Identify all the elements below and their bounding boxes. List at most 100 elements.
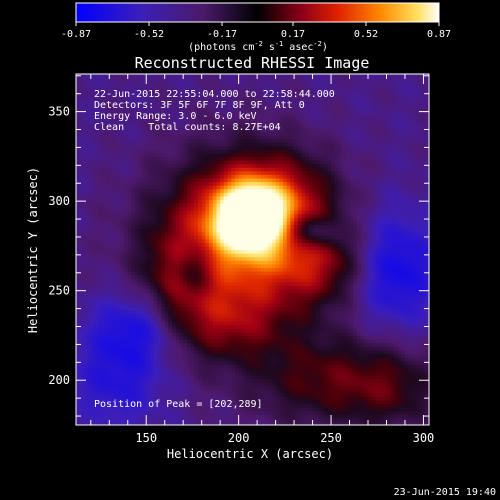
image-pixel xyxy=(209,356,214,362)
image-pixel xyxy=(131,364,136,369)
image-pixel xyxy=(231,285,236,290)
image-pixel xyxy=(124,410,129,415)
image-pixel xyxy=(153,346,158,351)
image-pixel xyxy=(127,296,133,301)
image-pixel xyxy=(319,270,325,276)
image-pixel xyxy=(375,278,380,283)
image-pixel xyxy=(105,342,110,347)
image-pixel xyxy=(282,296,288,301)
image-pixel xyxy=(290,356,295,362)
image-pixel xyxy=(290,256,295,261)
image-pixel xyxy=(297,249,303,254)
image-pixel xyxy=(212,303,218,308)
image-pixel xyxy=(234,414,240,419)
image-pixel xyxy=(153,317,158,322)
image-pixel xyxy=(356,349,362,354)
image-pixel xyxy=(253,313,258,319)
image-pixel xyxy=(90,342,96,347)
image-pixel xyxy=(331,249,336,254)
image-pixel xyxy=(238,317,243,322)
image-pixel xyxy=(87,417,92,423)
image-pixel xyxy=(404,331,410,337)
image-pixel xyxy=(87,421,92,425)
image-pixel xyxy=(223,317,229,322)
image-pixel xyxy=(253,396,258,401)
image-pixel xyxy=(87,389,92,394)
image-pixel xyxy=(386,396,391,401)
image-pixel xyxy=(301,260,306,265)
image-pixel xyxy=(172,313,177,319)
image-pixel xyxy=(209,292,214,297)
image-pixel xyxy=(168,253,173,258)
image-pixel xyxy=(423,274,428,279)
image-pixel xyxy=(371,356,377,362)
image-pixel xyxy=(146,382,151,387)
image-pixel xyxy=(401,256,406,261)
image-pixel xyxy=(308,410,314,415)
image-pixel xyxy=(186,410,192,415)
image-pixel xyxy=(146,306,151,311)
image-pixel xyxy=(205,292,210,297)
image-pixel xyxy=(334,342,340,347)
image-pixel xyxy=(242,385,247,390)
image-pixel xyxy=(186,407,192,412)
image-pixel xyxy=(98,407,103,412)
image-pixel xyxy=(172,328,177,333)
image-pixel xyxy=(308,360,314,365)
image-pixel xyxy=(183,317,188,322)
image-pixel xyxy=(142,303,147,308)
image-pixel xyxy=(397,253,402,258)
image-pixel xyxy=(157,270,162,276)
image-pixel xyxy=(172,324,177,329)
image-pixel xyxy=(393,360,399,365)
image-pixel xyxy=(227,324,232,329)
image-pixel xyxy=(186,364,192,369)
image-pixel xyxy=(112,407,118,412)
image-pixel xyxy=(146,403,151,408)
image-pixel xyxy=(264,317,269,322)
image-pixel xyxy=(157,267,162,272)
image-pixel xyxy=(105,324,110,329)
image-pixel xyxy=(327,346,332,351)
image-pixel xyxy=(297,267,303,272)
image-pixel xyxy=(242,242,247,247)
image-pixel xyxy=(342,270,347,276)
image-pixel xyxy=(101,367,107,372)
image-pixel xyxy=(190,321,195,326)
image-pixel xyxy=(146,417,151,423)
image-pixel xyxy=(209,399,214,405)
image-pixel xyxy=(271,303,277,308)
image-pixel xyxy=(327,292,332,297)
image-pixel xyxy=(227,378,232,383)
image-pixel xyxy=(279,274,284,279)
image-pixel xyxy=(334,242,340,247)
image-pixel xyxy=(393,414,399,419)
image-pixel xyxy=(290,263,295,269)
image-pixel xyxy=(197,360,203,365)
image-pixel xyxy=(220,270,225,276)
image-pixel xyxy=(172,339,177,344)
image-pixel xyxy=(131,417,136,423)
image-pixel xyxy=(331,310,336,315)
image-pixel xyxy=(175,281,181,286)
image-pixel xyxy=(386,321,391,326)
image-pixel xyxy=(397,349,402,354)
image-pixel xyxy=(168,356,173,362)
image-pixel xyxy=(190,407,195,412)
image-pixel xyxy=(87,245,92,251)
image-pixel xyxy=(294,328,299,333)
image-pixel xyxy=(116,382,121,387)
image-pixel xyxy=(201,285,206,290)
image-pixel xyxy=(397,278,402,283)
image-pixel xyxy=(316,421,321,425)
image-pixel xyxy=(345,367,351,372)
image-pixel xyxy=(194,249,199,254)
image-pixel xyxy=(353,263,358,269)
image-pixel xyxy=(401,263,406,269)
image-pixel xyxy=(112,253,118,258)
image-pixel xyxy=(382,335,388,340)
image-pixel xyxy=(427,317,429,322)
image-pixel xyxy=(312,270,317,276)
image-pixel xyxy=(109,421,114,425)
image-pixel xyxy=(316,342,321,347)
